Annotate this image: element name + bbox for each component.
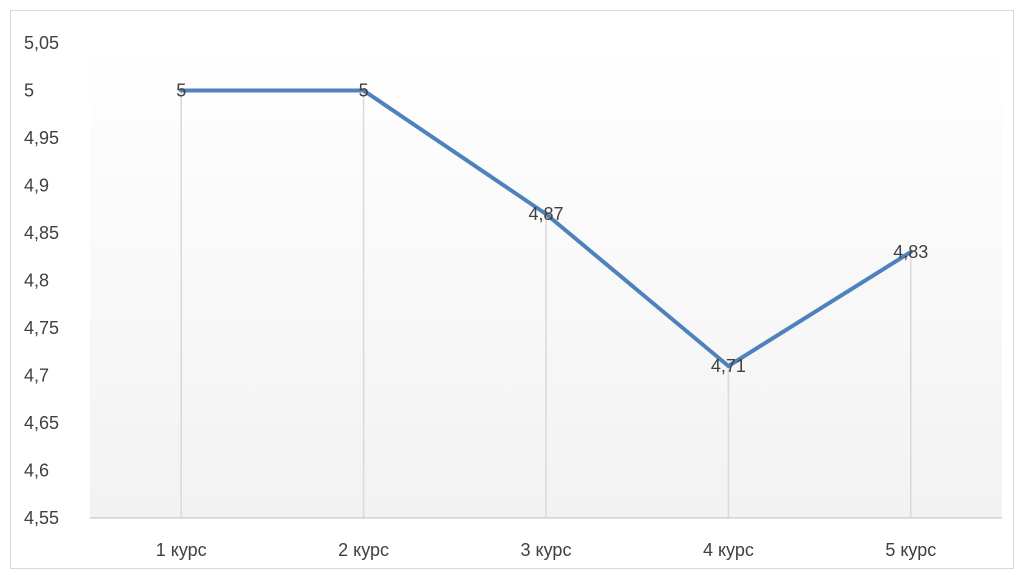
x-tick-label: 5 курс <box>885 540 936 560</box>
x-tick-label: 3 курс <box>521 540 572 560</box>
data-point <box>908 250 913 254</box>
data-point <box>726 364 731 368</box>
y-tick-label: 4,9 <box>24 176 49 196</box>
y-tick-label: 4,65 <box>24 413 59 433</box>
data-label: 4,71 <box>711 356 746 376</box>
y-tick-label: 4,7 <box>24 366 49 386</box>
y-tick-label: 4,95 <box>24 128 59 148</box>
data-point <box>361 88 366 93</box>
data-point <box>544 212 548 216</box>
x-tick-label: 4 курс <box>703 540 754 560</box>
y-tick-label: 4,6 <box>24 461 49 481</box>
data-label: 4,87 <box>528 204 563 224</box>
x-tick-label: 1 курс <box>156 540 207 560</box>
data-label: 5 <box>176 81 186 101</box>
y-tick-label: 5,05 <box>24 33 59 53</box>
data-point <box>179 88 184 93</box>
y-tick-label: 4,75 <box>24 318 59 338</box>
y-tick-label: 4,8 <box>24 271 49 291</box>
y-tick-label: 5 <box>24 81 34 101</box>
x-tick-label: 2 курс <box>338 540 389 560</box>
data-label: 4,83 <box>893 242 928 262</box>
y-tick-label: 4,55 <box>24 508 59 528</box>
y-tick-label: 4,85 <box>24 223 59 243</box>
data-label: 5 <box>359 81 369 101</box>
